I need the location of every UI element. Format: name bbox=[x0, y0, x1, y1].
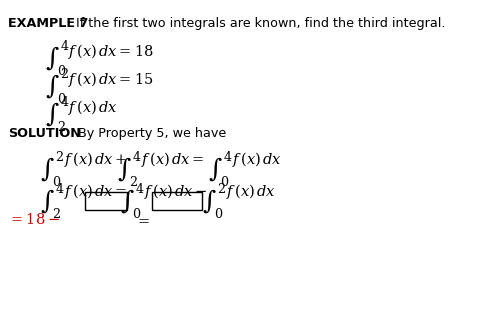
Text: $\int_2^4$: $\int_2^4$ bbox=[117, 150, 142, 189]
Text: EXAMPLE 7: EXAMPLE 7 bbox=[8, 17, 88, 30]
Bar bbox=[151, 192, 201, 210]
Text: $f\,(x)\,dx = 18$: $f\,(x)\,dx = 18$ bbox=[68, 42, 153, 61]
Text: $= 18 -$: $= 18 -$ bbox=[8, 212, 60, 227]
Text: $f\,(x)\,dx = $: $f\,(x)\,dx = $ bbox=[141, 150, 204, 169]
Text: $=$: $=$ bbox=[135, 212, 150, 227]
Text: By Property 5, we have: By Property 5, we have bbox=[78, 127, 226, 140]
Text: $\int_0^2$: $\int_0^2$ bbox=[45, 67, 69, 106]
Text: $f\,(x)\,dx$: $f\,(x)\,dx$ bbox=[226, 182, 275, 201]
Text: $f\,(x)\,dx +$: $f\,(x)\,dx +$ bbox=[64, 150, 127, 169]
Text: $f\,(x)\,dx -$: $f\,(x)\,dx -$ bbox=[144, 182, 207, 201]
Text: SOLUTION: SOLUTION bbox=[8, 127, 81, 140]
Text: $\int_0^4$: $\int_0^4$ bbox=[45, 39, 70, 78]
Text: If the first two integrals are known, find the third integral.: If the first two integrals are known, fi… bbox=[76, 17, 445, 30]
Text: $f\,(x)\,dx$: $f\,(x)\,dx$ bbox=[231, 150, 281, 169]
Text: $\int_0^4$: $\int_0^4$ bbox=[208, 150, 233, 189]
Bar bbox=[85, 192, 127, 210]
Text: $\int_0^2$: $\int_0^2$ bbox=[201, 182, 226, 221]
Text: $\int_0^2$: $\int_0^2$ bbox=[40, 150, 64, 189]
Text: $f\,(x)\,dx = 15$: $f\,(x)\,dx = 15$ bbox=[68, 70, 153, 89]
Text: $f\,(x)\,dx$: $f\,(x)\,dx$ bbox=[68, 98, 118, 117]
Text: $f\,(x)\,dx = $: $f\,(x)\,dx = $ bbox=[64, 182, 127, 201]
Text: $\int_2^4$: $\int_2^4$ bbox=[40, 182, 65, 221]
Text: $\int_2^4$: $\int_2^4$ bbox=[45, 95, 70, 134]
Text: $\int_0^4$: $\int_0^4$ bbox=[120, 182, 145, 221]
